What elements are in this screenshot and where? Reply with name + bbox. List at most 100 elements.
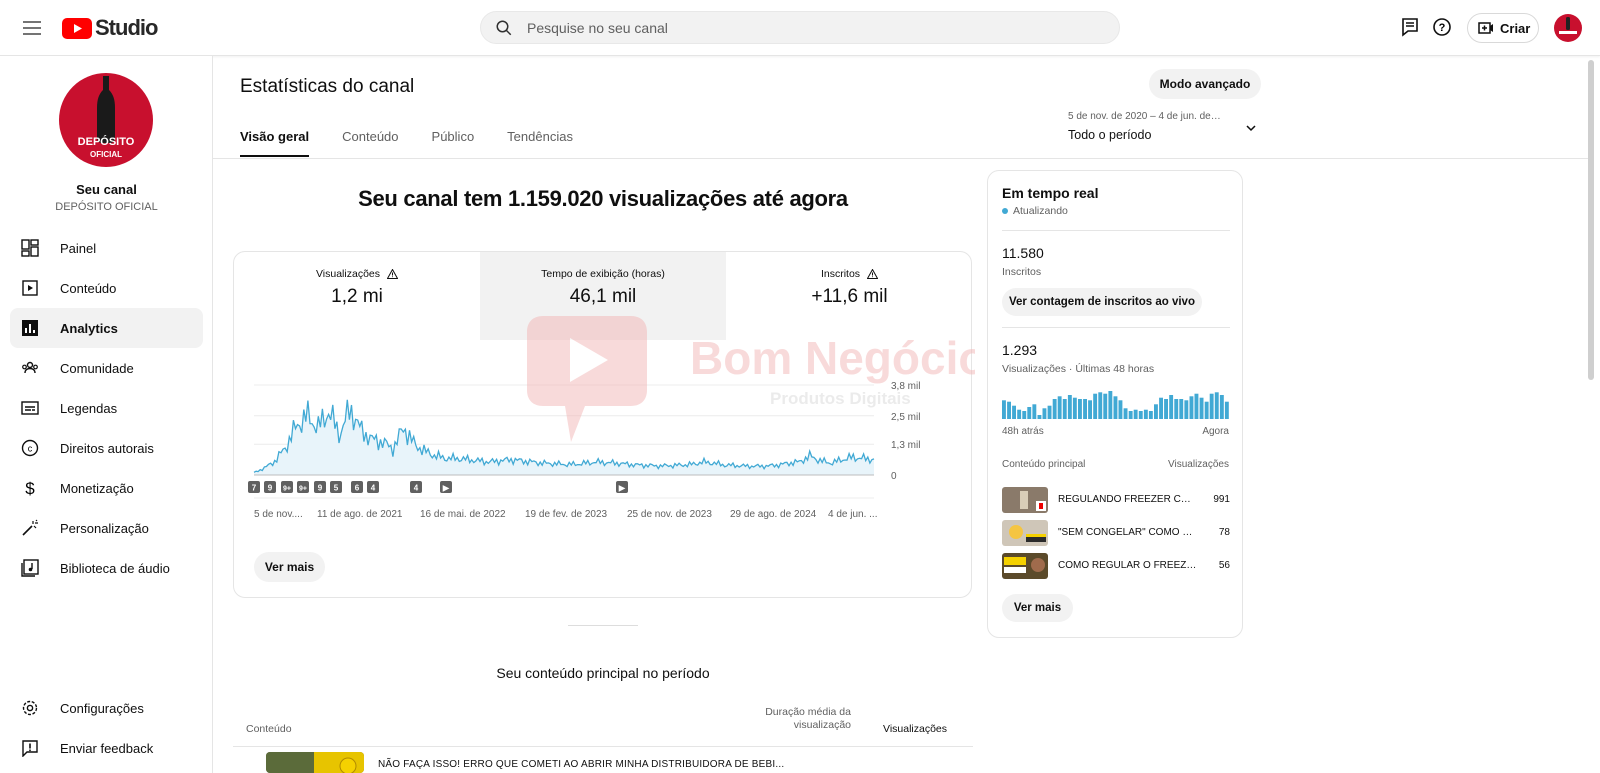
hour-bar[interactable] — [1143, 409, 1148, 419]
hour-bar[interactable] — [1184, 400, 1189, 419]
hour-bar[interactable] — [1072, 397, 1077, 419]
hour-bar[interactable] — [1138, 411, 1143, 419]
hour-bar[interactable] — [1012, 405, 1016, 419]
video-marker[interactable] — [314, 481, 326, 493]
realtime-see-more-button[interactable]: Ver mais — [1002, 594, 1073, 622]
hour-bar[interactable] — [1078, 399, 1082, 419]
hour-bar[interactable] — [1189, 396, 1194, 419]
channel-avatar[interactable]: DEPÓSITO OFICIAL — [59, 73, 153, 167]
tab-overview[interactable]: Visão geral — [240, 120, 310, 157]
sidebar-item-monetizacao[interactable]: $ Monetização — [10, 468, 203, 508]
video-marker[interactable] — [330, 481, 342, 493]
hour-bar[interactable] — [1002, 400, 1006, 419]
video-marker[interactable] — [410, 481, 422, 493]
hour-bar[interactable] — [1017, 409, 1022, 419]
hour-bar[interactable] — [1164, 399, 1168, 419]
hour-bar[interactable] — [1027, 407, 1032, 419]
search-input[interactable] — [527, 12, 1107, 43]
sidebar-item-enviar-feedback[interactable]: Enviar feedback — [10, 728, 203, 768]
hour-bar[interactable] — [1103, 393, 1108, 419]
hour-bar[interactable] — [1179, 399, 1184, 419]
hour-bar[interactable] — [1113, 396, 1118, 419]
hour-bar[interactable] — [1174, 399, 1179, 419]
hour-bar[interactable] — [1123, 408, 1128, 419]
advanced-mode-button[interactable]: Modo avançado — [1149, 69, 1261, 99]
hour-bar[interactable] — [1159, 397, 1163, 419]
table-header-content[interactable]: Conteúdo — [246, 723, 292, 735]
sidebar-item-personalizacao[interactable]: Personalização — [10, 508, 203, 548]
sidebar-item-biblioteca-audio[interactable]: Biblioteca de áudio — [10, 548, 203, 588]
metric-views[interactable]: Visualizações 1,2 mi — [234, 252, 480, 340]
create-button[interactable]: Criar — [1467, 13, 1539, 43]
video-marker[interactable] — [281, 481, 293, 493]
list-item[interactable]: REGULANDO FREEZER COMO UM PROFISSIONAL 9… — [1002, 487, 1230, 513]
list-item[interactable]: COMO REGULAR O FREEZER PARA CERVEJA 56 — [1002, 553, 1230, 579]
video-marker[interactable] — [297, 481, 309, 493]
tab-content[interactable]: Conteúdo — [342, 129, 399, 144]
hour-bar[interactable] — [1032, 404, 1037, 419]
sidebar-item-conteudo[interactable]: Conteúdo — [10, 268, 203, 308]
hour-bar[interactable] — [1108, 391, 1113, 419]
page-scrollbar[interactable] — [1588, 60, 1594, 380]
video-title[interactable]: NÃO FAÇA ISSO! ERRO QUE COMETI AO ABRIR … — [378, 759, 785, 770]
hour-bar[interactable] — [1022, 411, 1027, 419]
hour-bar[interactable] — [1118, 400, 1123, 419]
hour-bar[interactable] — [1088, 400, 1092, 419]
hour-bar[interactable] — [1194, 393, 1199, 419]
sidebar-item-analytics[interactable]: Analytics — [10, 308, 203, 348]
video-marker[interactable] — [351, 481, 363, 493]
video-marker[interactable] — [616, 481, 628, 493]
hour-bar[interactable] — [1204, 401, 1209, 419]
hour-bar[interactable] — [1067, 395, 1072, 419]
hour-bar[interactable] — [1037, 415, 1042, 419]
sidebar-item-configuracoes[interactable]: Configurações — [10, 688, 203, 728]
hour-bar[interactable] — [1062, 399, 1067, 419]
sidebar-item-direitos-autorais[interactable]: c Direitos autorais — [10, 428, 203, 468]
sidebar-item-comunidade[interactable]: Comunidade — [10, 348, 203, 388]
hour-bar[interactable] — [1083, 399, 1087, 419]
video-marker[interactable] — [367, 481, 379, 493]
live-subscriber-count-button[interactable]: Ver contagem de inscritos ao vivo — [1002, 288, 1202, 316]
hour-bar[interactable] — [1057, 396, 1062, 419]
comments-icon[interactable] — [1400, 17, 1422, 39]
studio-logo[interactable]: Studio — [62, 14, 158, 42]
hour-bar[interactable] — [1047, 405, 1052, 419]
video-marker[interactable] — [248, 481, 260, 493]
tab-trends[interactable]: Tendências — [507, 129, 573, 144]
hour-bar[interactable] — [1128, 411, 1133, 419]
hour-bar[interactable] — [1133, 409, 1138, 419]
hour-bar[interactable] — [1154, 404, 1158, 419]
hour-bar[interactable] — [1219, 395, 1224, 419]
realtime-bar-chart[interactable] — [1002, 389, 1230, 421]
tab-audience[interactable]: Público — [431, 129, 475, 144]
see-more-button[interactable]: Ver mais — [254, 552, 325, 582]
table-header-avg-duration[interactable]: Duração média da visualização — [765, 706, 851, 731]
hour-bar[interactable] — [1007, 401, 1011, 419]
hour-bar[interactable] — [1214, 392, 1219, 419]
metric-watch-time[interactable]: Tempo de exibição (horas) 46,1 mil — [480, 252, 726, 340]
hour-bar[interactable] — [1148, 411, 1153, 419]
search-bar[interactable] — [480, 11, 1120, 44]
video-marker[interactable] — [440, 481, 452, 493]
hour-bar[interactable] — [1209, 393, 1214, 419]
x-tick-label: 16 de mai. de 2022 — [420, 509, 506, 520]
hour-bar[interactable] — [1169, 395, 1174, 419]
hamburger-menu-icon[interactable] — [20, 16, 44, 40]
hour-bar[interactable] — [1199, 397, 1204, 419]
hour-bar[interactable] — [1042, 408, 1047, 419]
hour-bar[interactable] — [1098, 392, 1103, 419]
hour-bar[interactable] — [1093, 393, 1098, 419]
account-avatar[interactable] — [1554, 14, 1582, 42]
date-range-selector[interactable]: 5 de nov. de 2020 – 4 de jun. de 2025 To… — [1068, 111, 1268, 142]
sidebar-item-painel[interactable]: Painel — [10, 228, 203, 268]
sidebar-item-legendas[interactable]: Legendas — [10, 388, 203, 428]
video-marker[interactable] — [264, 481, 276, 493]
help-icon[interactable]: ? — [1432, 17, 1454, 39]
list-item[interactable]: "SEM CONGELAR" COMO REGULAR O TERMOSTATO… — [1002, 520, 1230, 546]
metric-subscribers[interactable]: Inscritos +11,6 mil — [726, 252, 971, 340]
table-header-views[interactable]: Visualizações — [883, 723, 948, 735]
views-chart[interactable]: 3,8 mil 2,5 mil 1,3 mil 0 7 9 9+ 9+ 9 5 6 4 4 ▶ ▶ 5 de … — [234, 340, 971, 520]
video-thumbnail[interactable] — [266, 752, 364, 773]
hour-bar[interactable] — [1224, 401, 1229, 419]
hour-bar[interactable] — [1052, 399, 1057, 419]
